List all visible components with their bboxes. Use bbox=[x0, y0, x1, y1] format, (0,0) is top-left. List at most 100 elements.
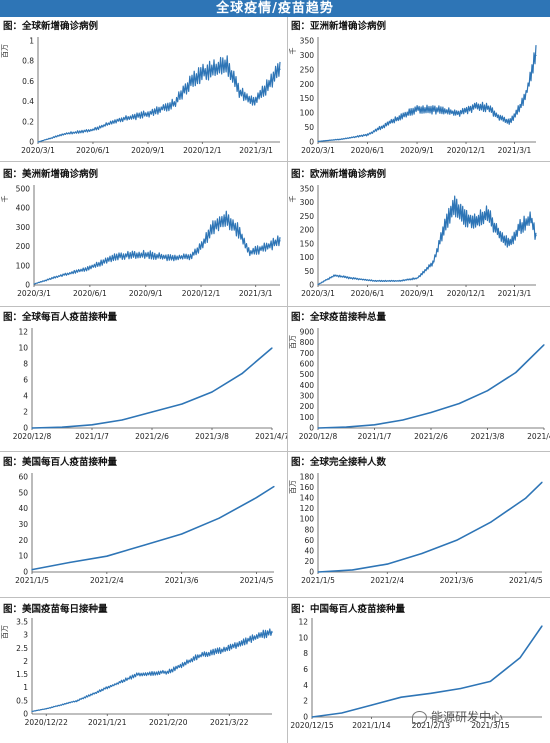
chart-title: 图：欧洲新增确诊病例 bbox=[291, 169, 387, 180]
data-point bbox=[445, 221, 447, 223]
data-point bbox=[432, 262, 434, 264]
data-point bbox=[213, 68, 215, 70]
data-point bbox=[106, 687, 108, 689]
data-point bbox=[228, 647, 230, 649]
y-tick-label: 20 bbox=[18, 536, 28, 545]
line-chart: 0 50 100 150 200 250 300 350 2020/3/1 2020/6/1 202… bbox=[288, 185, 537, 298]
chart-title: 图：美国疫苗每日接种量 bbox=[3, 604, 108, 615]
y-tick-label: 50 bbox=[304, 267, 314, 276]
x-tick-label: 2020/12/1 bbox=[447, 146, 486, 155]
chart-panel: 0 50 100 150 200 250 300 350 2020/3/1 2020/6/1 202… bbox=[288, 165, 550, 305]
data-point bbox=[137, 673, 139, 676]
y-tick-label: 350 bbox=[300, 185, 315, 194]
data-point bbox=[486, 106, 489, 108]
data-point bbox=[76, 700, 78, 702]
y-tick-label: 0.4 bbox=[22, 97, 34, 106]
y-tick-label: 3 bbox=[23, 631, 28, 640]
data-point bbox=[373, 424, 376, 426]
y-tick-label: 700 bbox=[300, 349, 315, 358]
line-chart: 0 2 4 6 8 10 12 2020/12/15 2021/1/14 2021/2/13 202… bbox=[290, 618, 543, 730]
y-tick-label: 180 bbox=[300, 473, 315, 482]
data-point bbox=[224, 217, 226, 219]
data-point bbox=[31, 427, 33, 429]
data-point bbox=[489, 680, 492, 682]
data-point bbox=[64, 133, 66, 135]
data-point bbox=[89, 267, 91, 269]
chart-panel: 0 0.5 1 1.5 2 2.5 3 3.5 2020/12/22 2021/1/21 2021/… bbox=[0, 600, 287, 743]
data-point bbox=[192, 78, 194, 80]
chart-panel: 0 10 20 30 40 50 60 2021/1/5 2021/2/4 2021/3/6 202… bbox=[0, 453, 287, 596]
y-tick-label: 100 bbox=[300, 413, 315, 422]
x-tick-label: 2021/3/15 bbox=[471, 721, 510, 730]
y-tick-label: 40 bbox=[304, 546, 314, 555]
y-tick-label: 6 bbox=[23, 376, 28, 385]
data-point bbox=[515, 371, 517, 374]
chart-panel: 0 2 4 6 8 10 12 2020/12/15 2021/1/14 2021/2/13 202… bbox=[288, 600, 550, 743]
data-point bbox=[535, 54, 537, 57]
data-point bbox=[31, 569, 33, 571]
data-point bbox=[465, 218, 467, 220]
y-tick-label: 2.5 bbox=[16, 644, 28, 653]
data-point bbox=[60, 274, 62, 276]
data-point bbox=[455, 539, 458, 541]
y-tick-label: 0.5 bbox=[16, 696, 28, 705]
x-tick-label: 2020/12/22 bbox=[25, 718, 68, 727]
data-point bbox=[271, 347, 273, 349]
chart-title: 图：美洲新增确诊病例 bbox=[3, 169, 99, 180]
data-point bbox=[255, 98, 257, 101]
x-tick-label: 2021/1/7 bbox=[358, 432, 392, 441]
y-tick-label: 150 bbox=[300, 94, 315, 103]
y-tick-label: 40 bbox=[18, 504, 28, 513]
chart-title: 图：美国每百人疫苗接种量 bbox=[3, 457, 118, 468]
x-tick-label: 2021/3/1 bbox=[498, 289, 532, 298]
y-unit-label: 千 bbox=[288, 196, 297, 203]
y-tick-label: 300 bbox=[300, 198, 315, 207]
data-point bbox=[33, 283, 35, 285]
line-chart: 0 0.2 0.4 0.6 0.8 1 2020/3/1 2020/6/1 2020/9/1 20… bbox=[1, 37, 281, 155]
data-point bbox=[31, 710, 33, 712]
series-line bbox=[317, 195, 537, 285]
series-line bbox=[318, 45, 537, 143]
x-tick-label: 2021/2/6 bbox=[414, 432, 448, 441]
data-point bbox=[61, 426, 63, 428]
y-tick-label: 0 bbox=[309, 138, 314, 147]
y-tick-label: 150 bbox=[300, 239, 315, 248]
y-tick-label: 0 bbox=[25, 281, 30, 290]
series-line bbox=[31, 485, 275, 571]
y-tick-label: 4 bbox=[23, 392, 28, 401]
chart-panel: 0 20 40 60 80 100 120 140 160 180 2021/1/5 2021/2/4… bbox=[288, 453, 550, 596]
y-tick-label: 10 bbox=[18, 344, 28, 353]
y-tick-label: 50 bbox=[18, 488, 28, 497]
x-tick-label: 2020/9/1 bbox=[400, 146, 434, 155]
y-tick-label: 800 bbox=[300, 338, 315, 347]
y-unit-label: 百万 bbox=[289, 480, 297, 494]
data-point bbox=[421, 552, 423, 555]
data-point bbox=[173, 103, 175, 105]
y-tick-label: 200 bbox=[300, 80, 315, 89]
data-point bbox=[390, 121, 392, 123]
y-tick-label: 60 bbox=[18, 473, 28, 482]
y-unit-label: 百万 bbox=[1, 44, 9, 58]
row-divider bbox=[0, 161, 550, 162]
data-point bbox=[525, 497, 527, 499]
y-tick-label: 500 bbox=[16, 185, 31, 194]
data-point bbox=[498, 116, 500, 119]
y-tick-label: 400 bbox=[300, 381, 315, 390]
y-tick-label: 0 bbox=[309, 568, 314, 577]
x-tick-label: 2020/3/1 bbox=[301, 146, 335, 155]
data-point bbox=[518, 226, 520, 228]
data-point bbox=[400, 696, 402, 698]
chart-title: 图：亚洲新增确诊病例 bbox=[291, 21, 387, 32]
chart-panel: 0 2 4 6 8 10 12 2020/12/8 2021/1/7 2021/2/6 2021/3… bbox=[0, 308, 287, 450]
chart-panel: 0 100 200 300 400 500 2020/3/1 2020/6/1 2020/9/1… bbox=[0, 165, 287, 305]
y-tick-label: 300 bbox=[300, 51, 315, 60]
data-point bbox=[211, 226, 214, 228]
x-tick-label: 2021/3/22 bbox=[210, 718, 249, 727]
x-tick-label: 2020/6/1 bbox=[76, 146, 110, 155]
y-tick-label: 10 bbox=[18, 552, 28, 561]
data-point bbox=[498, 235, 500, 237]
x-tick-label: 2021/1/14 bbox=[352, 721, 391, 730]
y-tick-label: 10 bbox=[298, 633, 308, 642]
data-point bbox=[201, 72, 203, 74]
